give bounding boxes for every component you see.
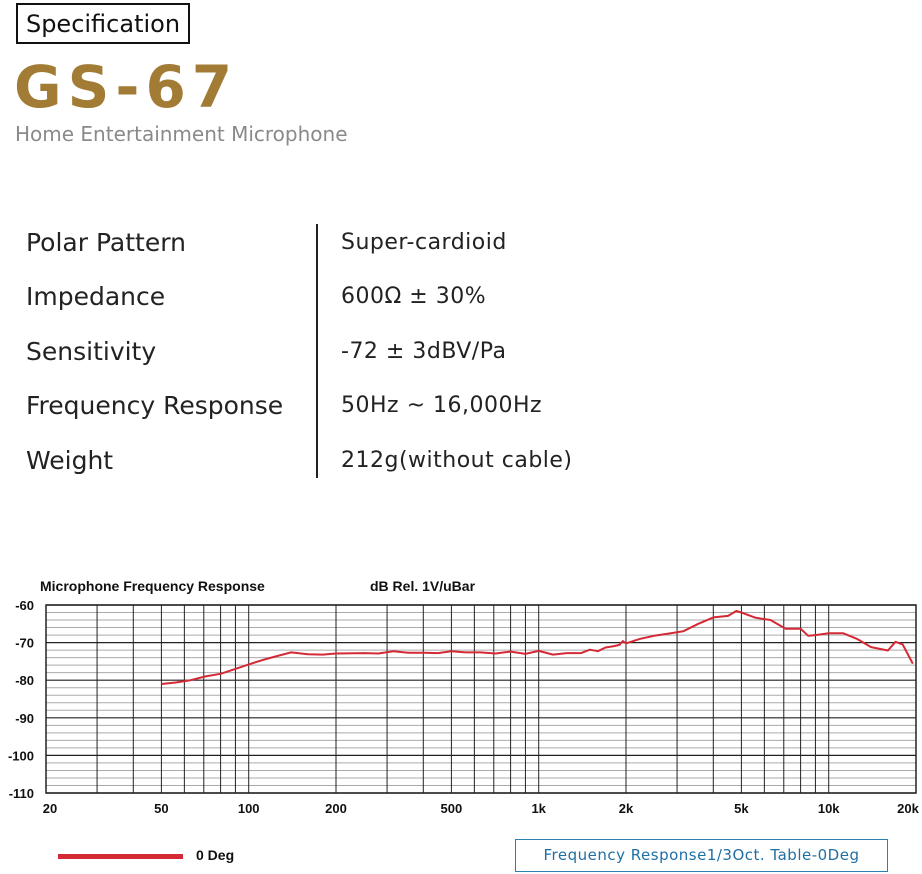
y-tick-label: -110 [9,786,34,801]
spec-divider [316,224,318,478]
x-tick-label: 10k [818,801,840,816]
spec-label: Frequency Response [26,391,284,420]
y-tick-label: -60 [15,598,34,613]
spec-row-impedance: Impedance 600Ω ± 30% [26,282,726,336]
spec-row-polar-pattern: Polar Pattern Super-cardioid [26,228,726,282]
legend-label: 0 Deg [196,847,235,863]
series-line-0-deg [161,610,914,685]
y-tick-label: -90 [15,711,34,726]
spec-label: Sensitivity [26,337,157,366]
product-subtitle: Home Entertainment Microphone [15,122,348,146]
spec-value: -72 ± 3dBV/Pa [341,339,507,364]
y-tick-label: -100 [8,748,34,763]
x-tick-label: 500 [441,801,463,816]
spec-value: 212g(without cable) [341,448,573,473]
specification-tag: Specification [16,3,190,44]
x-tick-label: 5k [734,801,749,816]
spec-value: 50Hz ~ 16,000Hz [341,393,543,418]
frequency-response-table-button[interactable]: Frequency Response1/3Oct. Table-0Deg [515,839,888,872]
x-tick-label: 20k [897,801,919,816]
x-tick-label: 1k [531,801,546,816]
y-tick-label: -70 [15,636,34,651]
spec-label: Impedance [26,282,166,311]
chart-y-unit-label: dB Rel. 1V/uBar [370,578,476,594]
model-name: GS-67 [14,53,239,121]
y-tick-label: -80 [15,673,34,688]
spec-label: Weight [26,446,114,475]
chart-series [161,610,914,685]
spec-label: Polar Pattern [26,228,186,257]
x-tick-label: 200 [325,801,347,816]
x-tick-label: 50 [154,801,168,816]
chart-ticks: -60 -70 -80 -90 -100 -110 20 50 100 200 500 1k 2k 5k 1… [8,598,920,816]
spec-row-sensitivity: Sensitivity -72 ± 3dBV/Pa [26,337,726,391]
x-tick-label: 20 [43,801,57,816]
spec-row-frequency-response: Frequency Response 50Hz ~ 16,000Hz [26,391,726,445]
legend-line-0-deg [58,854,183,859]
spec-value: 600Ω ± 30% [341,284,487,309]
chart-grid [45,604,917,794]
x-tick-label: 100 [238,801,260,816]
chart-title: Microphone Frequency Response [40,578,265,594]
spec-row-weight: Weight 212g(without cable) [26,446,726,500]
spec-value: Super-cardioid [341,230,507,255]
frequency-response-chart: Microphone Frequency Response dB Rel. 1V… [8,578,920,816]
x-tick-label: 2k [619,801,634,816]
plot-border [45,604,917,794]
